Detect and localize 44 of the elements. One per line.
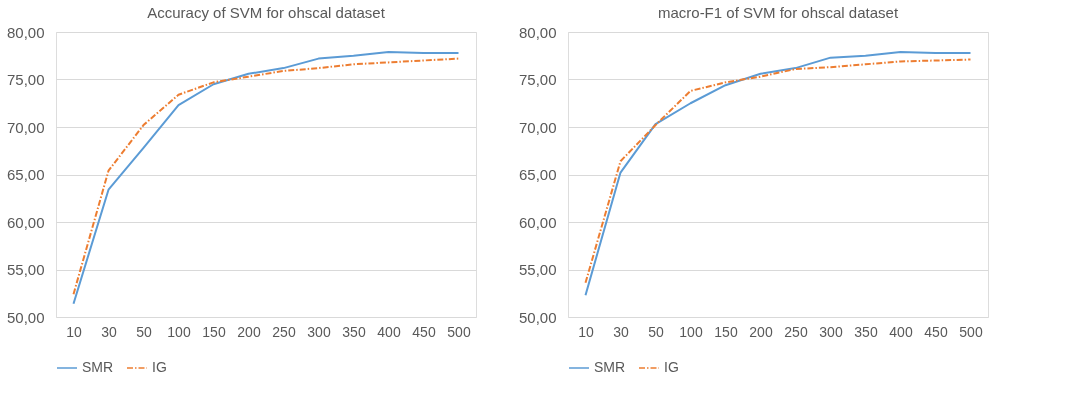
- y-tick-label: 70,00: [518, 118, 557, 136]
- x-tick-label: 400: [377, 323, 401, 340]
- x-tick-label: 450: [412, 323, 436, 340]
- x-tick-label: 300: [819, 323, 843, 340]
- y-tick-label: 80,00: [6, 23, 45, 41]
- y-tick-label: 65,00: [518, 166, 557, 183]
- x-tick-label: 50: [136, 323, 152, 340]
- y-tick-label: 70,00: [6, 118, 45, 136]
- x-tick-label: 100: [167, 323, 191, 340]
- x-tick-label: 500: [447, 323, 471, 340]
- x-tick-label: 100: [679, 323, 703, 340]
- y-tick-label: 60,00: [6, 213, 45, 231]
- x-tick-label: 450: [924, 323, 948, 340]
- legend-label: SMR: [594, 359, 626, 375]
- legend-label: SMR: [82, 359, 114, 375]
- x-tick-label: 30: [613, 323, 629, 340]
- x-tick-label: 400: [889, 323, 913, 340]
- x-tick-label: 350: [854, 323, 878, 340]
- y-tick-label: 55,00: [518, 261, 557, 278]
- y-tick-label: 55,00: [6, 261, 45, 278]
- x-tick-label: 150: [202, 323, 226, 340]
- y-tick-label: 50,00: [6, 308, 45, 326]
- x-tick-label: 10: [578, 323, 594, 340]
- y-tick-label: 75,00: [6, 71, 45, 88]
- x-tick-label: 10: [66, 323, 82, 340]
- x-tick-label: 500: [959, 323, 983, 340]
- y-tick-label: 60,00: [518, 213, 557, 231]
- y-tick-label: 75,00: [518, 71, 557, 88]
- chart-title: Accuracy of SVM for ohscal dataset: [147, 4, 386, 21]
- x-tick-label: 200: [749, 323, 773, 340]
- x-tick-label: 50: [648, 323, 664, 340]
- x-tick-label: 200: [237, 323, 261, 340]
- y-tick-label: 65,00: [6, 166, 45, 183]
- x-tick-label: 250: [784, 323, 808, 340]
- y-tick-label: 50,00: [518, 308, 557, 326]
- legend-label: IG: [664, 359, 679, 375]
- x-tick-label: 30: [101, 323, 117, 340]
- chart-title: macro-F1 of SVM for ohscal dataset: [657, 4, 899, 21]
- x-tick-label: 300: [307, 323, 331, 340]
- x-tick-label: 350: [342, 323, 366, 340]
- x-tick-label: 150: [714, 323, 738, 340]
- x-tick-label: 250: [272, 323, 296, 340]
- legend-label: IG: [152, 359, 167, 375]
- y-tick-label: 80,00: [518, 23, 557, 41]
